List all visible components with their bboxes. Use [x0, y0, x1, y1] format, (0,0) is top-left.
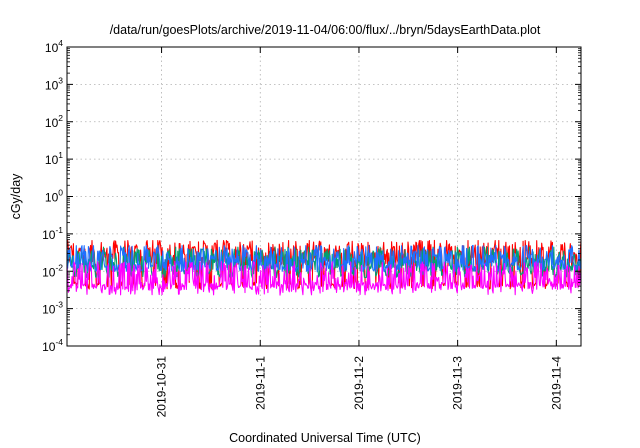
- x-axis: 2019-10-31 2019-11-1 2019-11-2 2019-11-3 201…: [155, 47, 563, 418]
- y-tick-label: 100: [45, 188, 63, 205]
- x-tick-label: 2019-11-3: [451, 356, 465, 410]
- x-tick-label: 2019-11-1: [253, 356, 267, 410]
- x-tick-label: 2019-11-2: [352, 356, 366, 410]
- chart-title: /data/run/goesPlots/archive/2019-11-04/0…: [110, 23, 541, 37]
- grid: [67, 47, 581, 346]
- y-tick-label: 10-4: [42, 337, 63, 354]
- y-tick-label: 10-1: [42, 225, 63, 242]
- y-tick-label: 103: [45, 75, 63, 92]
- x-tick-label: 2019-10-31: [155, 356, 169, 418]
- y-axis: 10-4 10-3 10-2 10-1 100 101 102 103 104: [42, 38, 581, 354]
- y-tick-label: 101: [45, 150, 63, 167]
- series-layer: [66, 239, 582, 296]
- y-tick-label: 10-2: [42, 262, 63, 279]
- y-tick-label: 102: [45, 113, 63, 130]
- y-tick-label: 104: [45, 38, 63, 55]
- series-line: [66, 261, 582, 296]
- y-axis-label: cGy/day: [9, 173, 23, 220]
- x-axis-label: Coordinated Universal Time (UTC): [229, 431, 421, 445]
- y-tick-label: 10-3: [42, 300, 63, 317]
- series-line: [66, 244, 582, 273]
- x-tick-label: 2019-11-4: [549, 356, 563, 410]
- series-line: [66, 239, 582, 290]
